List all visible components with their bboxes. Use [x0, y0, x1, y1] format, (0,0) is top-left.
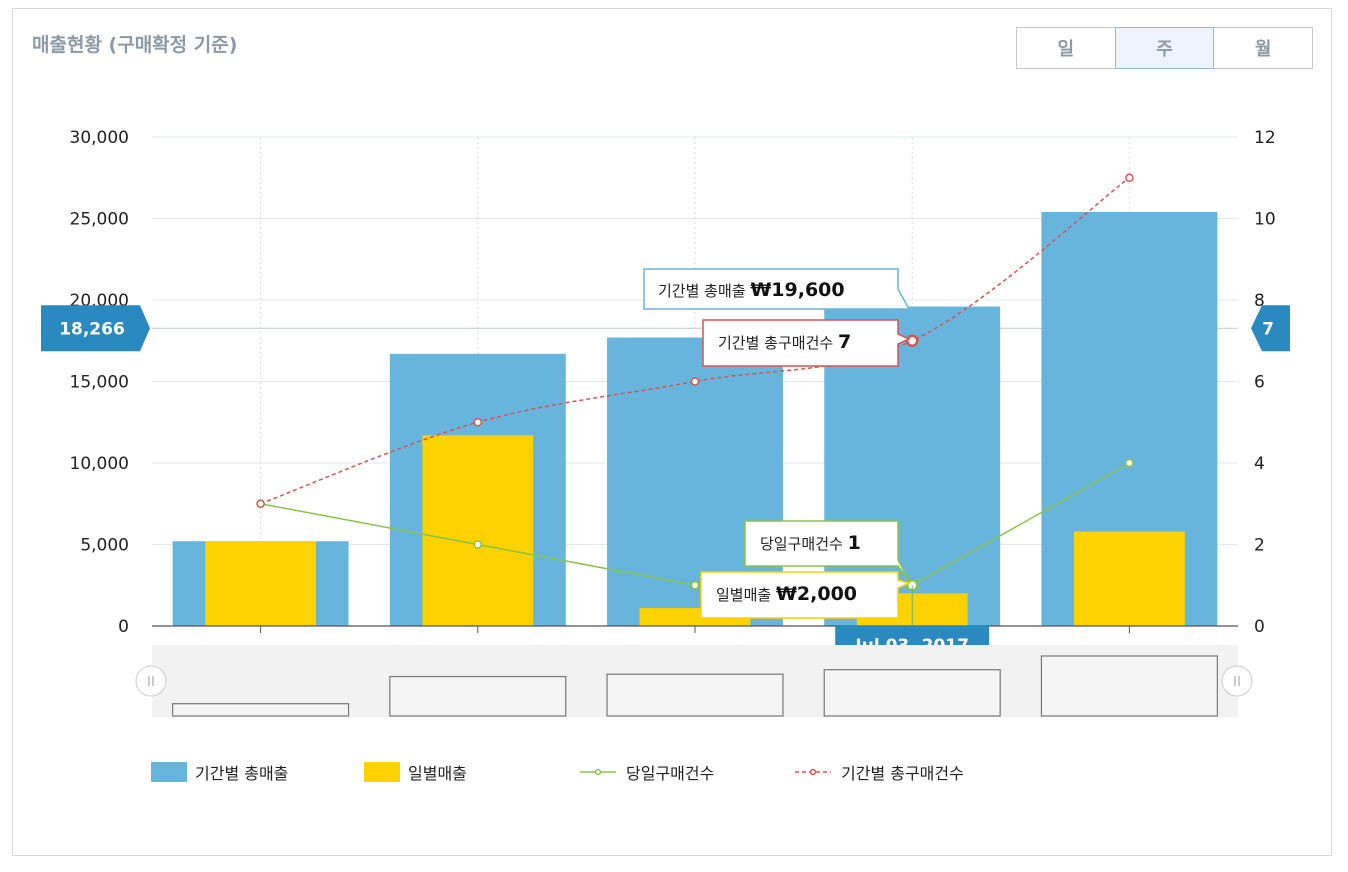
period-month-button[interactable]: 월	[1213, 27, 1314, 69]
chart-legend: 기간별 총매출 일별매출 당일구매건수 기간별 총구매건수	[0, 760, 1348, 786]
right-axis-tick-label: 2	[1254, 536, 1265, 556]
navigator-right-handle[interactable]	[1221, 665, 1253, 697]
series-lines	[256, 173, 1134, 626]
navigator-bar	[172, 703, 350, 717]
badge-background	[1251, 305, 1290, 352]
tooltip-label: 당일구매건수 1	[760, 532, 861, 554]
bar-daily-sales	[422, 435, 534, 626]
tooltip-label: 기간별 총구매건수 7	[718, 331, 851, 353]
point-daily-count	[1125, 458, 1134, 468]
legend-item-daily-sales[interactable]: 일별매출	[364, 760, 467, 784]
point-daily-count	[690, 581, 700, 590]
left-axis-tick-label: 30,000	[70, 128, 129, 148]
legend-item-cumulative-count[interactable]: 기간별 총구매건수	[795, 760, 964, 784]
period-selector: 일 주 월	[1016, 27, 1314, 69]
period-week-button[interactable]: 주	[1114, 27, 1215, 69]
crosshair-left-badge: 18,266	[41, 305, 150, 352]
right-axis-tick-label: 4	[1254, 454, 1265, 474]
legend-item-total-sales[interactable]: 기간별 총매출	[151, 760, 288, 784]
left-axis-tick-label: 25,000	[70, 210, 129, 230]
legend-label: 당일구매건수	[626, 764, 715, 783]
tooltip-value: ₩2,000	[776, 583, 857, 605]
navigator-bar	[823, 669, 1001, 717]
tooltip-label: 기간별 총매출 ₩19,600	[658, 279, 845, 301]
tooltip-daily-sales: 일별매출 ₩2,000	[700, 571, 912, 619]
tooltip-total-sales: 기간별 총매출 ₩19,600	[643, 268, 911, 310]
handle-circle	[135, 665, 167, 697]
line-cumulative-count	[260, 177, 1130, 505]
legend-line-icon	[580, 768, 616, 776]
legend-swatch	[364, 762, 400, 782]
legend-swatch	[151, 762, 187, 782]
badge-background	[41, 305, 150, 352]
left-axis-tick-label: 15,000	[70, 373, 129, 393]
handle-circle	[1221, 665, 1253, 697]
page-title: 매출현황 (구매확정 기준)	[32, 34, 238, 56]
right-axis-tick-label: 8	[1254, 291, 1265, 311]
point-cumulative-count	[690, 377, 700, 386]
tooltip-value: ₩19,600	[750, 279, 844, 301]
legend-item-daily-count[interactable]: 당일구매건수	[580, 760, 714, 784]
legend-label: 기간별 총매출	[195, 764, 289, 783]
tooltip-label: 일별매출 ₩2,000	[716, 583, 857, 605]
navigator	[135, 645, 1253, 717]
tooltip-box	[702, 319, 911, 367]
point-cumulative-count	[473, 418, 483, 427]
crosshair-right-value: 7	[1262, 319, 1274, 339]
left-axis-tick-label: 10,000	[70, 454, 129, 474]
navigator-bar	[606, 673, 784, 717]
left-axis-tick-label: 0	[118, 617, 129, 637]
crosshair-left-value: 18,266	[59, 319, 125, 339]
period-day-button[interactable]: 일	[1016, 27, 1116, 69]
legend-label: 기간별 총구매건수	[841, 764, 964, 783]
navigator-bar	[389, 675, 567, 717]
navigator-left-handle[interactable]	[135, 665, 167, 697]
point-daily-count	[473, 540, 483, 549]
tooltip-cumulative-count: 기간별 총구매건수 7	[702, 319, 911, 367]
tooltip-value: 7	[838, 331, 851, 353]
legend-dashed-line-icon	[795, 768, 831, 776]
legend-label: 일별매출	[408, 764, 467, 783]
navigator-bar	[1040, 655, 1218, 717]
point-cumulative-count	[1125, 173, 1134, 182]
tooltip-value: 1	[848, 532, 861, 554]
right-axis-tick-label: 12	[1254, 128, 1276, 148]
right-axis-tick-label: 6	[1254, 373, 1265, 393]
crosshair-right-badge: 7	[1251, 305, 1290, 352]
point-cumulative-count	[905, 334, 919, 347]
bar-daily-sales	[205, 541, 316, 626]
tooltip-box	[700, 571, 912, 619]
tooltip-daily-count: 당일구매건수 1	[744, 520, 910, 581]
right-axis-tick-label: 10	[1254, 210, 1276, 230]
tooltip-box	[744, 520, 910, 581]
tooltips: 기간별 총매출 ₩19,600 기간별 총구매건수 7 당일구매건수 1 일별매출 ₩…	[643, 268, 912, 619]
point-cumulative-count	[256, 499, 265, 508]
bar-daily-sales	[1074, 531, 1185, 626]
bars	[172, 211, 1218, 627]
right-axis-tick-label: 0	[1254, 617, 1265, 637]
tooltip-box	[643, 268, 911, 310]
left-axis-tick-label: 5,000	[80, 536, 129, 556]
